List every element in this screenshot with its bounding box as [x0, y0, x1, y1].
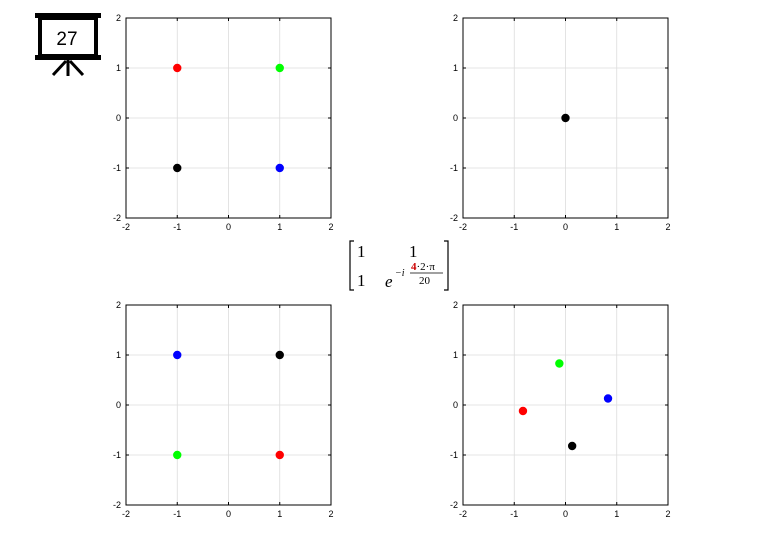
data-point	[561, 113, 570, 123]
dft-matrix: 1 1 1 e −i 4·2·π 20	[349, 240, 449, 291]
y-tick-label: 0	[453, 113, 458, 123]
matrix-exp-denominator: 20	[419, 275, 431, 287]
x-tick-label: 0	[563, 509, 568, 519]
data-point	[173, 163, 182, 173]
matrix-r1c2: 1	[409, 242, 418, 261]
data-point	[173, 350, 182, 360]
x-tick-label: -1	[510, 222, 518, 232]
y-tick-label: 0	[116, 113, 121, 123]
x-tick-label: 1	[614, 222, 619, 232]
x-tick-label: 1	[614, 509, 619, 519]
y-tick-label: 1	[116, 350, 121, 360]
x-tick-label: 2	[665, 509, 670, 519]
y-tick-label: -1	[450, 163, 458, 173]
x-tick-label: -2	[459, 222, 467, 232]
data-point	[567, 441, 577, 451]
data-point	[275, 63, 284, 73]
x-tick-label: 2	[665, 222, 670, 232]
data-point	[275, 163, 284, 173]
y-tick-label: 1	[116, 63, 121, 73]
matrix-exp-num-rest: ·2·π	[417, 261, 436, 273]
x-tick-label: -2	[122, 222, 130, 232]
data-point	[173, 450, 182, 460]
x-tick-label: -1	[173, 509, 181, 519]
scatter-plot-4: -2 -1 0 1 2 2 1 0 -1 -2	[450, 300, 671, 519]
x-tick-label: -2	[459, 509, 467, 519]
matrix-r2c1: 1	[357, 271, 366, 290]
data-point	[275, 450, 284, 460]
slide-number: 27	[56, 29, 77, 50]
x-tick-label: 0	[563, 222, 568, 232]
x-tick-label: -2	[122, 509, 130, 519]
x-tick-label: -1	[510, 509, 518, 519]
matrix-r1c1: 1	[357, 242, 366, 261]
y-tick-label: 2	[453, 13, 458, 23]
y-tick-label: -2	[450, 213, 458, 223]
scatter-plot-3: -2 -1 0 1 2 2 1 0 -1 -2	[113, 300, 334, 519]
x-tick-label: 1	[277, 509, 282, 519]
y-tick-label: -1	[113, 163, 121, 173]
data-point	[173, 63, 182, 73]
y-tick-label: 1	[453, 63, 458, 73]
data-point	[603, 394, 613, 403]
y-tick-label: 2	[116, 300, 121, 310]
y-tick-label: -1	[113, 450, 121, 460]
matrix-exp-prefix: −i	[395, 268, 405, 279]
x-tick-label: 1	[277, 222, 282, 232]
x-tick-label: 2	[328, 222, 333, 232]
matrix-exp-highlight: 4	[411, 261, 417, 273]
presentation-board-icon: 27	[35, 13, 101, 77]
scatter-plot-1: -2 -1 0 1 2 2 1 0 -1 -2	[113, 13, 334, 232]
matrix-left-bracket	[349, 240, 354, 291]
data-point	[518, 406, 528, 416]
y-tick-label: -2	[450, 500, 458, 510]
scatter-plot-2: -2 -1 0 1 2 2 1 0 -1 -2	[450, 13, 671, 232]
x-tick-label: 0	[226, 509, 231, 519]
matrix-right-bracket	[444, 240, 449, 291]
y-tick-label: 1	[453, 350, 458, 360]
y-tick-label: -2	[113, 500, 121, 510]
y-tick-label: 0	[453, 400, 458, 410]
x-tick-label: 0	[226, 222, 231, 232]
x-tick-label: -1	[173, 222, 181, 232]
x-tick-label: 2	[328, 509, 333, 519]
y-tick-label: -2	[113, 213, 121, 223]
y-tick-label: 2	[453, 300, 458, 310]
data-point	[555, 359, 564, 368]
data-point	[275, 350, 284, 360]
y-tick-label: 0	[116, 400, 121, 410]
y-tick-label: -1	[450, 450, 458, 460]
y-tick-label: 2	[116, 13, 121, 23]
matrix-exp-numerator: 4·2·π	[411, 261, 435, 273]
matrix-exp-base: e	[385, 272, 393, 291]
